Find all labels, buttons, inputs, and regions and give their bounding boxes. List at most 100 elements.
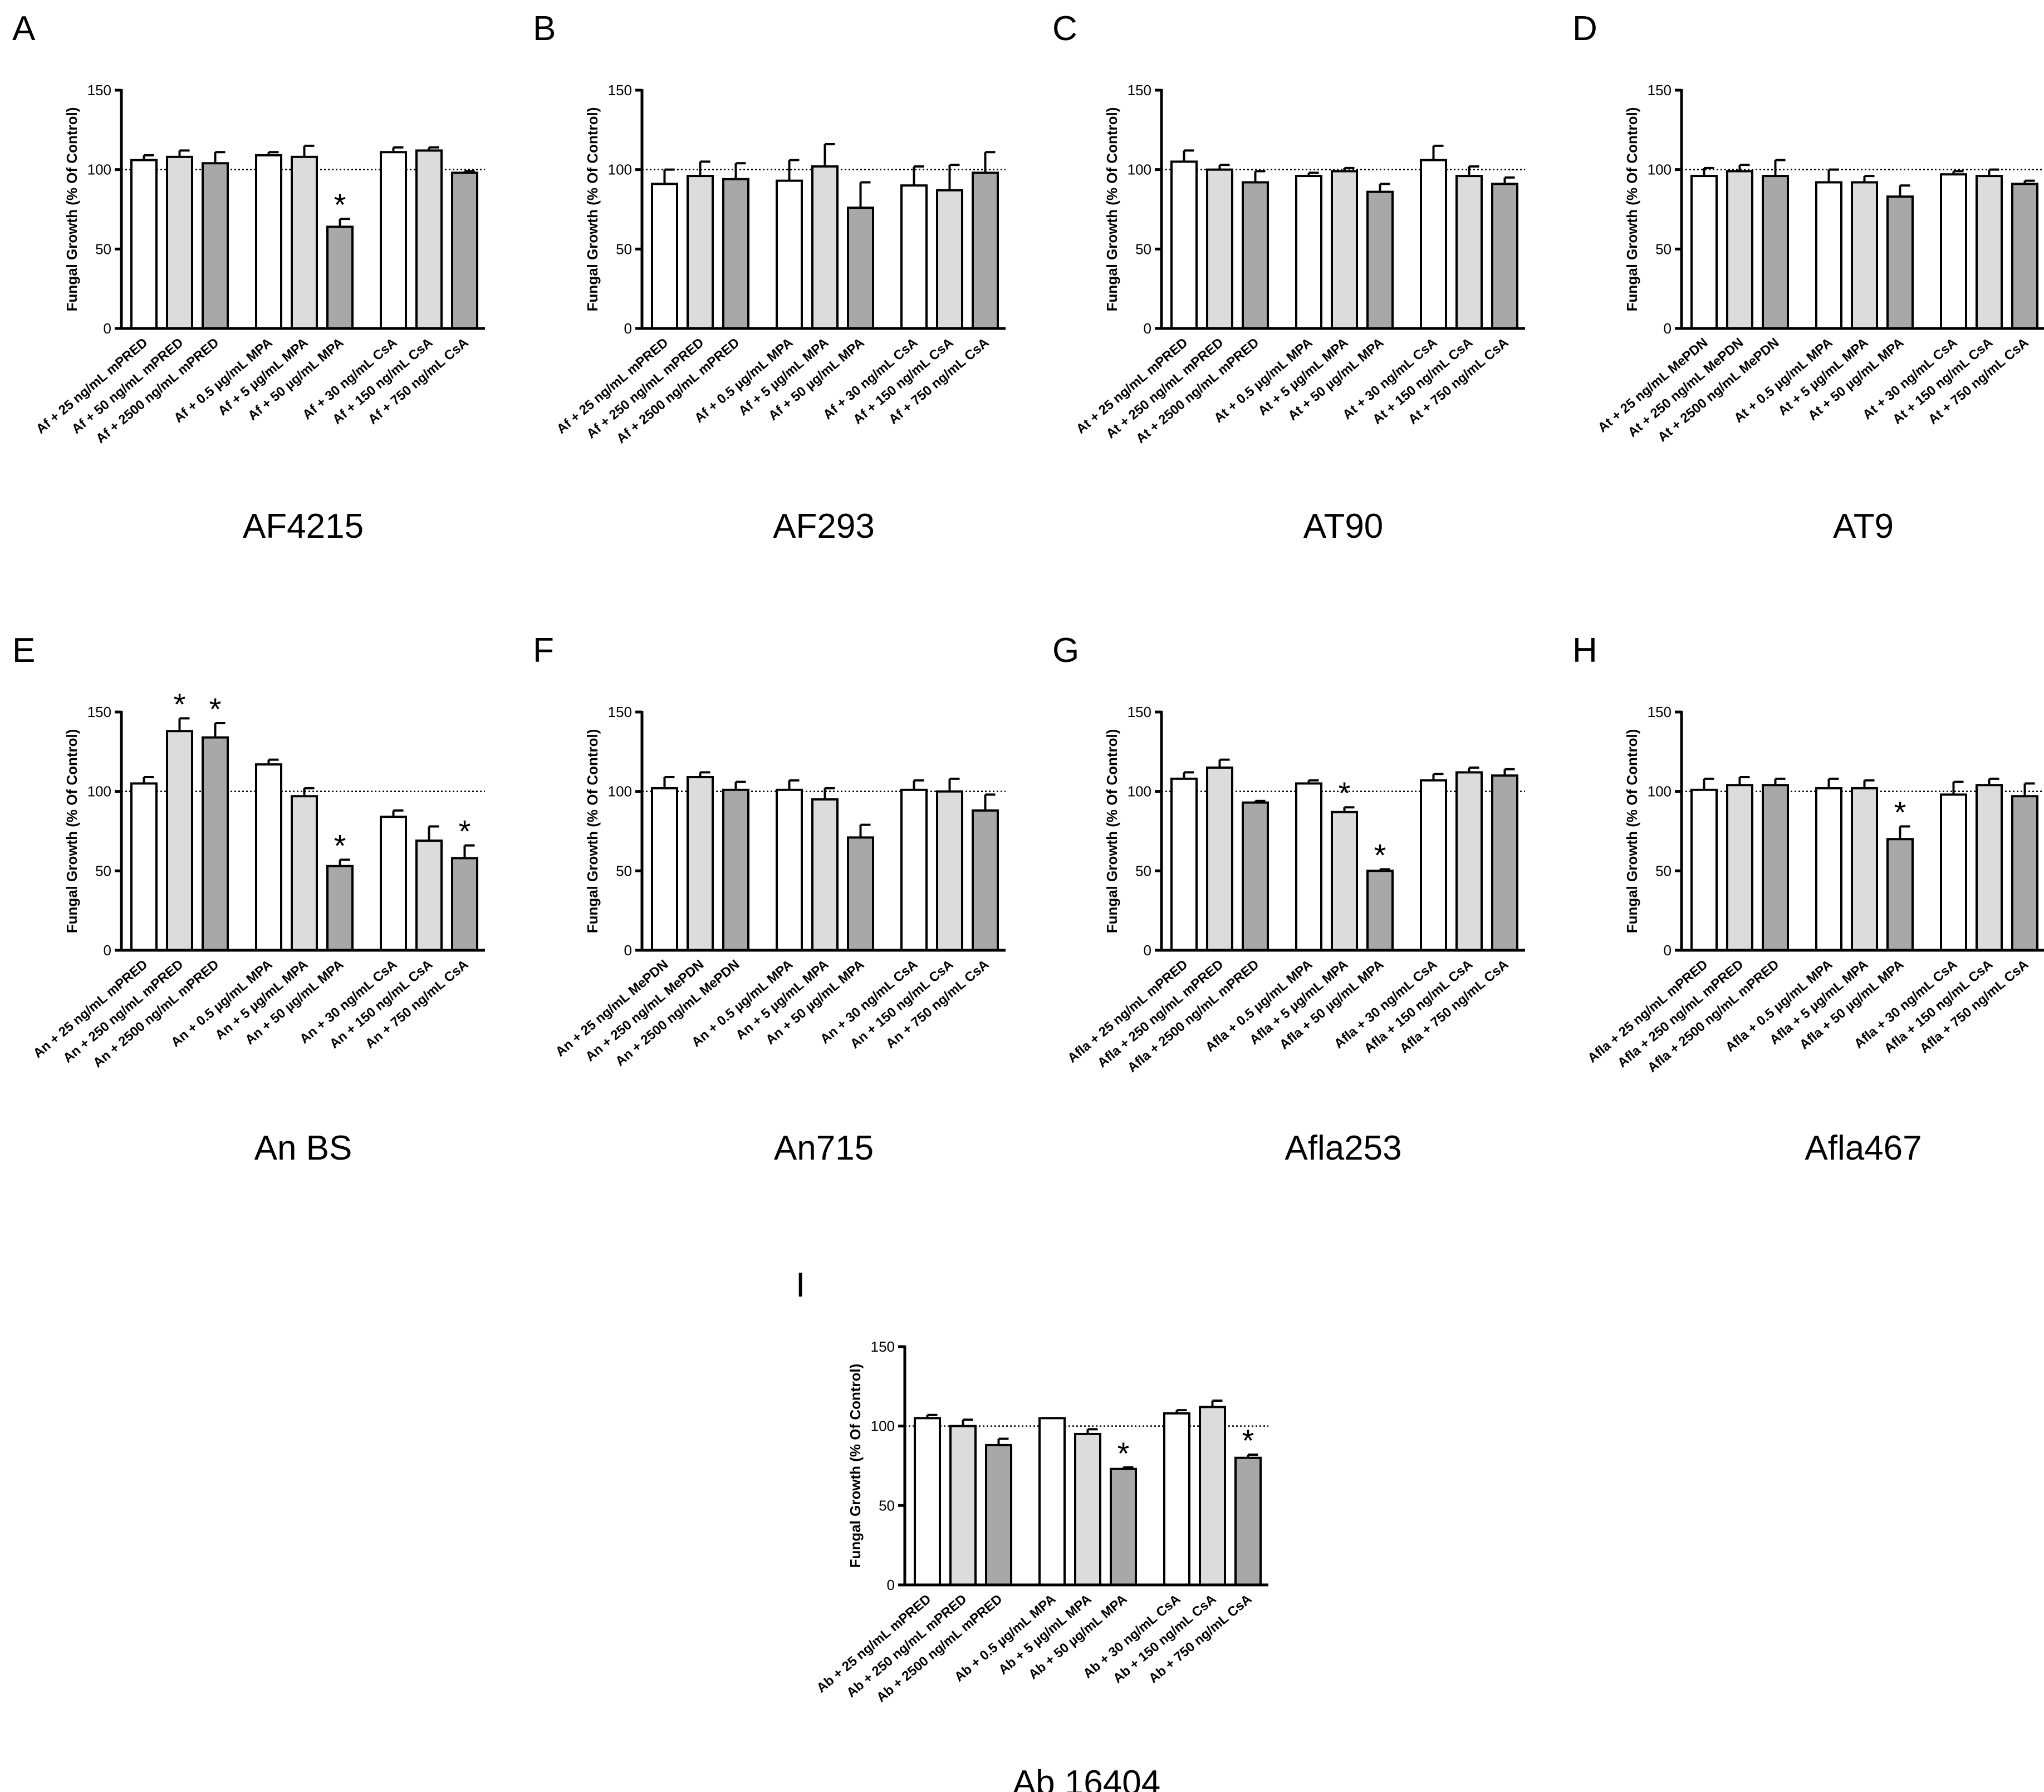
y-tick-label: 100: [87, 783, 111, 800]
bar: [1331, 170, 1358, 330]
y-tick-label: 0: [104, 320, 111, 337]
panel-letter: E: [12, 631, 35, 670]
y-tick-label: 100: [608, 783, 632, 800]
bar: [1206, 766, 1233, 951]
panel-letter: H: [1572, 631, 1597, 670]
bar: [1170, 160, 1198, 330]
y-tick-label: 100: [1128, 161, 1151, 178]
y-axis-label: Fungal Growth (% Of Control): [1104, 107, 1120, 312]
bar: [130, 159, 158, 330]
y-tick-label: 0: [1144, 942, 1151, 959]
bar: [1762, 784, 1789, 951]
strain-label: Afla467: [1805, 1129, 1922, 1167]
y-tick-label: 100: [608, 161, 632, 178]
bar: [202, 736, 229, 952]
bar: [900, 788, 928, 951]
bar: [776, 179, 803, 330]
y-tick-label: 50: [616, 240, 632, 257]
bar: [1491, 183, 1518, 330]
bar: [130, 782, 158, 951]
y-tick-label: 0: [624, 320, 632, 337]
panel-letter: D: [1572, 9, 1597, 48]
bar: [811, 798, 839, 951]
bar: [2011, 183, 2038, 330]
bar: [380, 816, 407, 951]
bar: [651, 183, 678, 330]
y-tick-label: 150: [87, 704, 111, 720]
significance-marker: *: [1242, 1423, 1254, 1458]
bar: [1815, 181, 1842, 330]
y-tick-label: 50: [616, 862, 632, 879]
bar: [1690, 788, 1718, 951]
bar: [326, 225, 354, 330]
bar: [1234, 1456, 1262, 1586]
y-tick-label: 0: [1664, 942, 1672, 959]
significance-marker: *: [1374, 837, 1386, 872]
significance-marker: *: [1117, 1436, 1130, 1471]
panel-letter: A: [12, 9, 36, 48]
bar: [949, 1425, 977, 1586]
bar: [900, 184, 928, 330]
bar: [1886, 838, 1914, 951]
bar: [1242, 801, 1269, 951]
bar: [1851, 181, 1878, 330]
bar: [1420, 779, 1447, 951]
panel-letter: G: [1052, 631, 1079, 670]
y-tick-label: 50: [1655, 862, 1672, 879]
bar: [687, 175, 714, 330]
bar: [1886, 195, 1914, 330]
bar: [914, 1417, 941, 1586]
bar: [291, 795, 318, 951]
bar: [1199, 1406, 1226, 1586]
bar: [202, 162, 229, 330]
bar: [291, 155, 318, 330]
y-tick-label: 150: [871, 1338, 895, 1355]
bar: [1366, 870, 1394, 952]
bar: [1038, 1417, 1066, 1586]
y-tick-label: 50: [1135, 862, 1151, 879]
y-tick-label: 50: [95, 862, 111, 879]
strain-label: An715: [774, 1129, 874, 1167]
significance-marker: *: [459, 814, 471, 849]
bar: [1726, 170, 1753, 330]
y-tick-label: 50: [95, 240, 111, 257]
y-tick-label: 150: [608, 704, 632, 720]
chart-panel-a: A Fungal Growth (% Of Control) * 0 50 100 150 A…: [12, 9, 485, 546]
y-tick-label: 150: [1648, 704, 1672, 720]
chart-panel-g: G Fungal Growth (% Of Control) * * 0 50 100 150…: [1052, 631, 1525, 1167]
bar: [847, 207, 874, 330]
bar: [1206, 168, 1233, 330]
bar: [415, 149, 443, 330]
y-axis-label: Fungal Growth (% Of Control): [584, 107, 601, 312]
bar: [451, 857, 478, 951]
bar: [1851, 787, 1878, 951]
bar: [1170, 777, 1198, 951]
y-tick-label: 150: [87, 82, 111, 99]
chart-panel-e: E Fungal Growth (% Of Control) * * * * 0 50 100 1…: [12, 631, 485, 1167]
significance-marker: *: [334, 187, 346, 222]
panel-letter: I: [796, 1266, 805, 1304]
bar: [451, 171, 478, 330]
significance-marker: *: [209, 691, 222, 726]
bar: [985, 1444, 1012, 1587]
y-tick-label: 100: [1648, 783, 1672, 800]
bar: [811, 165, 839, 330]
bar: [1762, 175, 1789, 330]
bar: [1366, 190, 1394, 330]
bar: [1726, 784, 1753, 951]
strain-label: Ab 16404: [1013, 1764, 1160, 1792]
strain-label: An BS: [254, 1129, 352, 1167]
panel-letter: B: [533, 9, 556, 48]
bar: [1976, 175, 2003, 330]
significance-marker: *: [1894, 794, 1906, 829]
y-tick-label: 50: [1655, 240, 1672, 257]
chart-panel-i: I Fungal Growth (% Of Control) * * 0 50 100 150…: [796, 1266, 1268, 1792]
bar: [1331, 811, 1358, 952]
bar: [415, 839, 443, 951]
significance-marker: *: [174, 686, 186, 721]
strain-label: AT9: [1833, 507, 1894, 546]
bar: [1110, 1467, 1137, 1586]
bar: [936, 790, 963, 951]
